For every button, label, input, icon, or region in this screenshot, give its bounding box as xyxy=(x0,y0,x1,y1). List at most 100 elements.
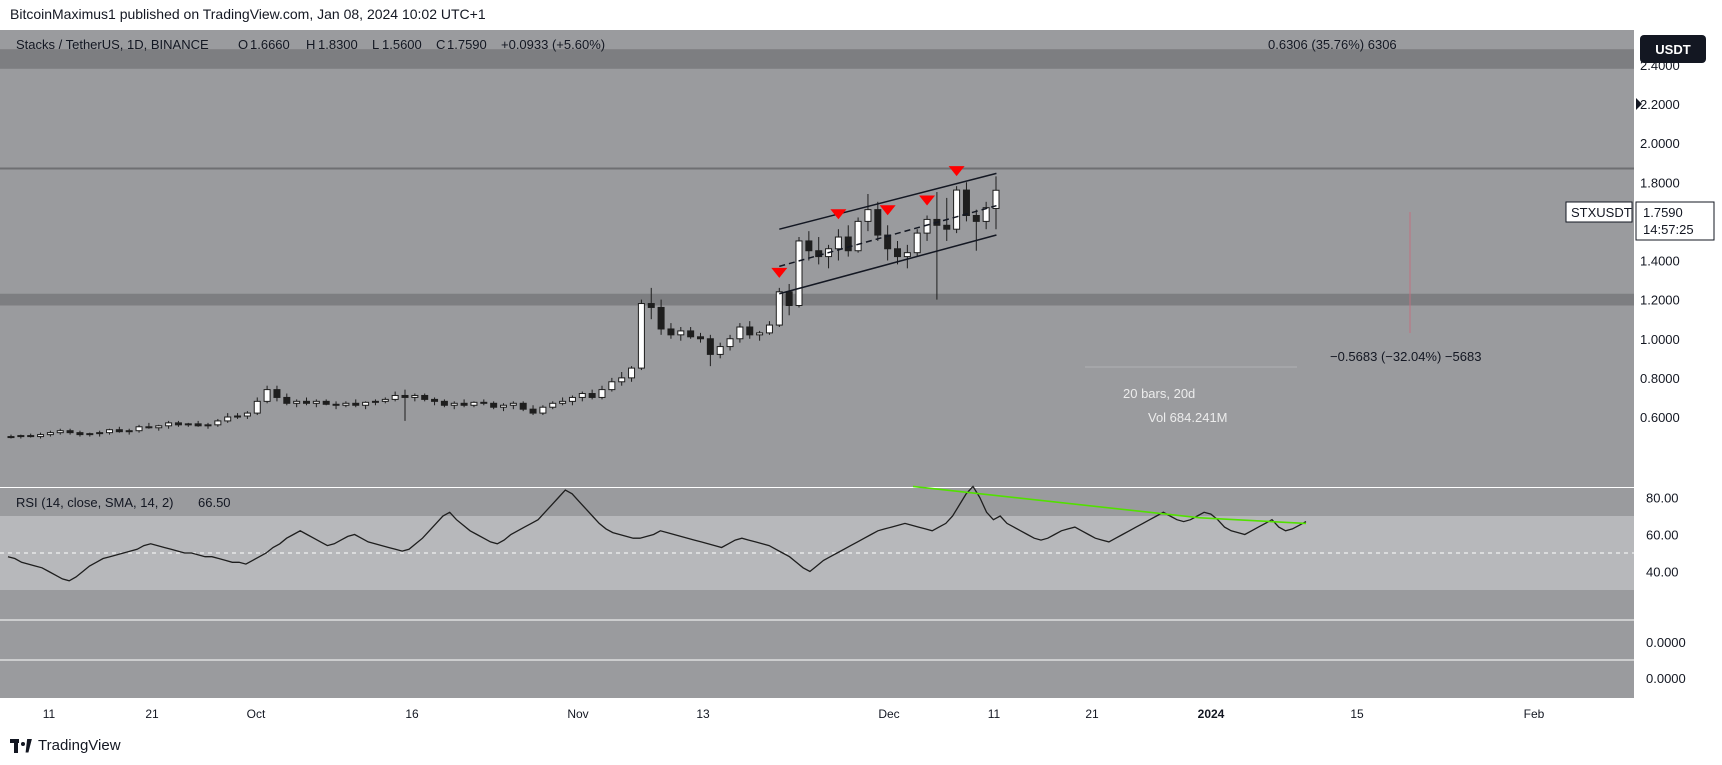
candle-body xyxy=(86,433,94,436)
candle-body xyxy=(716,346,724,355)
price-tick-label: 1.8000 xyxy=(1640,175,1680,190)
candle-body xyxy=(283,396,291,404)
rsi-divergence-line xyxy=(912,485,1201,519)
chart-svg[interactable]: 2.40002.20002.00001.80001.60001.40001.20… xyxy=(0,30,1722,728)
zone-resistance xyxy=(0,49,1634,69)
candle-body xyxy=(726,338,734,348)
price-tick-label: 2.0000 xyxy=(1640,136,1680,151)
currency-button[interactable]: USDT xyxy=(1640,35,1706,63)
candle-body xyxy=(598,389,606,398)
candle-body xyxy=(37,434,45,438)
candle-body xyxy=(854,220,862,252)
low-value: 1.5600 xyxy=(382,37,422,52)
candle-body xyxy=(578,393,586,398)
candle-body xyxy=(992,189,1000,209)
candle-body xyxy=(352,402,360,406)
candle-body xyxy=(243,412,251,417)
candle-body xyxy=(125,430,133,433)
candle-body xyxy=(411,394,419,398)
candle-body xyxy=(962,189,970,217)
price-pane-bg[interactable] xyxy=(0,30,1634,487)
candle-body xyxy=(76,432,84,436)
channel-lower-line xyxy=(779,234,997,295)
price-axis-bg[interactable] xyxy=(1634,30,1722,698)
candle-body xyxy=(884,234,892,250)
candle-body xyxy=(27,435,35,438)
candle-body xyxy=(913,232,921,254)
zone-support xyxy=(0,293,1634,306)
candle-body xyxy=(539,406,547,414)
candle-body xyxy=(381,398,389,402)
rsi-tick-label: 60.00 xyxy=(1646,528,1679,543)
candle-body xyxy=(56,430,64,434)
rsi-tick-label: 0.0000 xyxy=(1646,635,1686,650)
symbol-name: Stacks / TetherUS, 1D, BINANCE xyxy=(16,37,209,52)
resistance-marker-icon xyxy=(919,195,936,206)
candle-body xyxy=(903,252,911,258)
candle-body xyxy=(224,416,232,422)
candle-body xyxy=(115,429,123,433)
candle-body xyxy=(697,336,704,340)
candle-body xyxy=(628,367,636,379)
last-price-bg xyxy=(1635,201,1715,241)
candle-body xyxy=(706,338,714,355)
time-tick-label: Feb xyxy=(1524,707,1545,721)
candle-body xyxy=(647,303,655,308)
candle-body xyxy=(549,402,557,408)
price-tag: STXUSDT 1.7590 14:57:25 xyxy=(1565,201,1715,241)
candle-body xyxy=(568,396,576,402)
low-label: L xyxy=(372,37,379,52)
open-value: 1.6660 xyxy=(250,37,290,52)
candle-body xyxy=(431,398,439,402)
candle-body xyxy=(322,400,330,405)
candle-body xyxy=(953,189,961,230)
change-value: +0.0933 (+5.60%) xyxy=(501,37,605,52)
time-tick-label: 21 xyxy=(145,707,159,721)
candle-body xyxy=(687,330,695,338)
resistance-marker-icon xyxy=(948,166,965,177)
candle-body xyxy=(480,401,488,404)
candle-body xyxy=(834,236,842,250)
candle-body xyxy=(815,250,823,258)
time-tick-label: 15 xyxy=(1350,707,1364,721)
candle-body xyxy=(165,422,173,427)
candle-body xyxy=(775,291,783,326)
rsi-value: 66.50 xyxy=(198,495,231,510)
candle-body xyxy=(677,330,685,336)
time-axis-bg[interactable] xyxy=(0,698,1634,728)
tradingview-mark-icon xyxy=(10,738,32,753)
candle-body xyxy=(7,436,15,439)
last-price: 1.7590 xyxy=(1643,205,1683,220)
resistance-marker-icon xyxy=(879,205,896,216)
candle-body xyxy=(46,432,54,436)
time-tick-label: 11 xyxy=(43,707,56,721)
time-tick-label: 21 xyxy=(1085,707,1099,721)
candle-body xyxy=(184,423,192,426)
time-tick-label: 13 xyxy=(696,707,710,721)
close-label: C xyxy=(436,37,445,52)
tradingview-brand: TradingView xyxy=(38,737,121,754)
open-label: O xyxy=(238,37,248,52)
candle-body xyxy=(785,291,793,306)
candle-body xyxy=(440,400,448,406)
candle-body xyxy=(972,215,980,222)
candle-body xyxy=(96,432,104,435)
candle-body xyxy=(460,402,468,406)
symbol-tag-bg xyxy=(1565,201,1633,223)
candle-body xyxy=(490,402,498,408)
candle-body xyxy=(66,430,74,434)
tradingview-logo[interactable]: TradingView xyxy=(10,737,121,754)
candle-body xyxy=(500,404,507,408)
candle-body xyxy=(844,236,852,252)
candle-body xyxy=(273,389,281,398)
rsi-tick-label: 0.0000 xyxy=(1646,671,1686,686)
candle-body xyxy=(864,209,872,222)
price-tick-label: 1.4000 xyxy=(1640,254,1680,269)
high-value: 1.8300 xyxy=(318,37,358,52)
candle-body xyxy=(17,435,25,438)
time-tick-label: 16 xyxy=(405,707,419,721)
candle-body xyxy=(263,389,271,402)
channel-mid-line xyxy=(779,204,997,268)
publish-header: BitcoinMaximus1 published on TradingView… xyxy=(0,0,1722,30)
candle-body xyxy=(746,326,754,336)
